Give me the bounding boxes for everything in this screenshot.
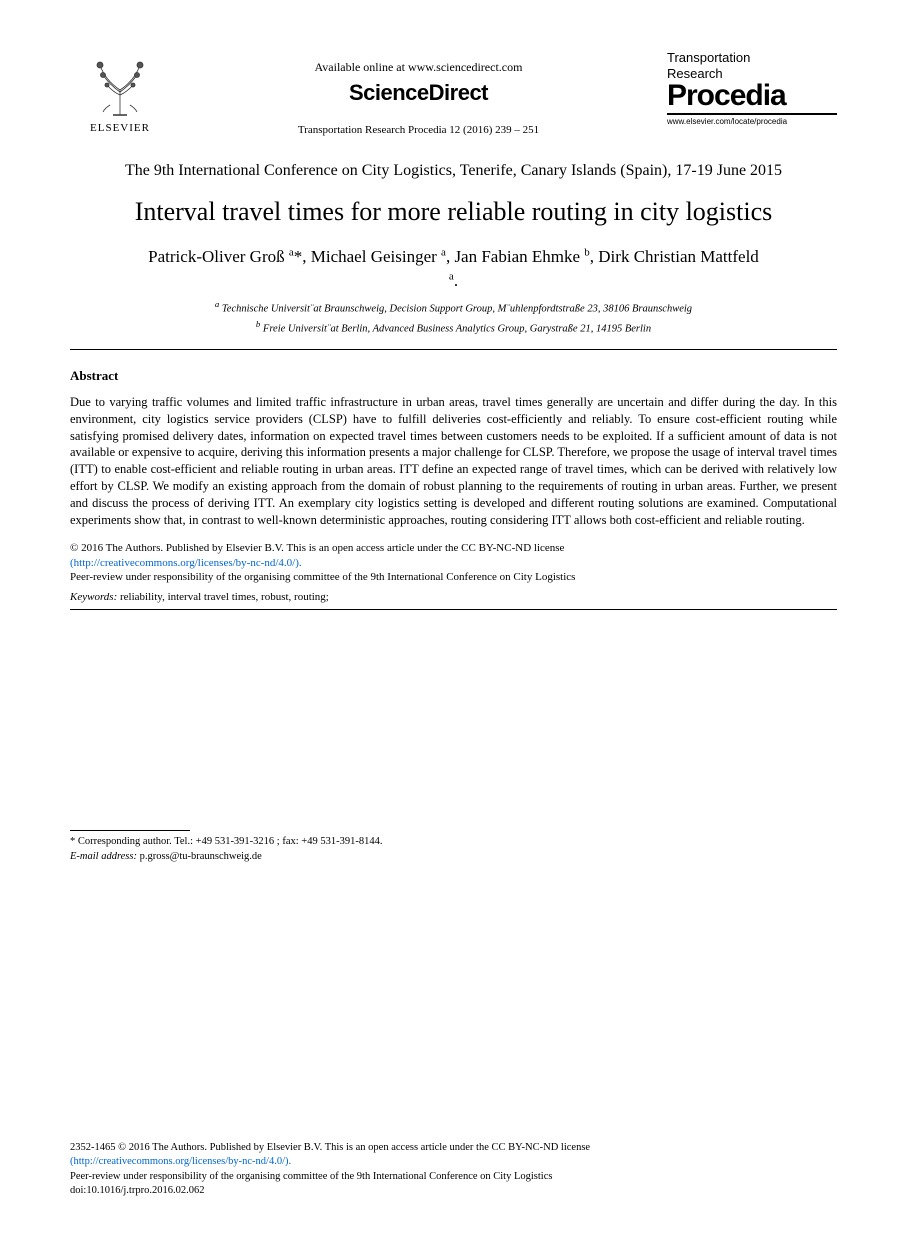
license-link[interactable]: (http://creativecommons.org/licenses/by-… xyxy=(70,557,302,569)
elsevier-label: ELSEVIER xyxy=(90,122,150,134)
affiliations: a Technische Universit¨at Braunschweig, … xyxy=(70,298,837,336)
center-header: Available online at www.sciencedirect.co… xyxy=(170,50,667,136)
affiliation-b: b Freie Universit¨at Berlin, Advanced Bu… xyxy=(70,318,837,337)
footer-license-link[interactable]: (http://creativecommons.org/licenses/by-… xyxy=(70,1156,291,1167)
footer-issn-line: 2352-1465 © 2016 The Authors. Published … xyxy=(70,1142,590,1153)
page-footer: 2352-1465 © 2016 The Authors. Published … xyxy=(70,1141,837,1198)
footnote-block: * Corresponding author. Tel.: +49 531-39… xyxy=(70,835,837,864)
email-label: E-mail address: xyxy=(70,851,137,862)
authors-line: Patrick-Oliver Groß a*, Michael Geisinge… xyxy=(70,245,837,293)
peer-review-line: Peer-review under responsibility of the … xyxy=(70,571,575,583)
affiliation-a-text: Technische Universit¨at Braunschweig, De… xyxy=(222,304,692,315)
footer-peer-line: Peer-review under responsibility of the … xyxy=(70,1171,552,1182)
keywords-label: Keywords: xyxy=(70,591,117,603)
copyright-block: © 2016 The Authors. Published by Elsevie… xyxy=(70,541,837,586)
email-address: p.gross@tu-braunschweig.de xyxy=(137,851,262,862)
paper-title: Interval travel times for more reliable … xyxy=(70,197,837,227)
journal-reference: Transportation Research Procedia 12 (201… xyxy=(170,124,667,136)
keywords-line: Keywords: reliability, interval travel t… xyxy=(70,591,837,603)
paper-header: ELSEVIER Available online at www.science… xyxy=(70,50,837,136)
sciencedirect-brand: ScienceDirect xyxy=(170,80,667,106)
keywords-text: reliability, interval travel times, robu… xyxy=(117,591,329,603)
procedia-url: www.elsevier.com/locate/procedia xyxy=(667,117,837,126)
author-3: , Jan Fabian Ehmke xyxy=(446,247,580,266)
author-4: , Dirk Christian Mattfeld xyxy=(590,247,759,266)
footnote-separator xyxy=(70,830,190,831)
rule-below-keywords xyxy=(70,609,837,610)
rule-above-abstract xyxy=(70,349,837,350)
copyright-line1: © 2016 The Authors. Published by Elsevie… xyxy=(70,542,564,554)
author-1-corr-mark: * xyxy=(294,247,303,266)
procedia-main: Procedia xyxy=(667,81,837,115)
corresponding-author: * Corresponding author. Tel.: +49 531-39… xyxy=(70,835,837,850)
authors-trailing: . xyxy=(454,271,458,290)
abstract-body: Due to varying traffic volumes and limit… xyxy=(70,394,837,529)
available-online-text: Available online at www.sciencedirect.co… xyxy=(170,60,667,75)
affiliation-b-text: Freie Universit¨at Berlin, Advanced Busi… xyxy=(263,323,651,334)
abstract-heading: Abstract xyxy=(70,368,837,384)
procedia-line1: Transportation xyxy=(667,50,837,66)
procedia-logo-block: Transportation Research Procedia www.els… xyxy=(667,50,837,126)
footer-doi: doi:10.1016/j.trpro.2016.02.062 xyxy=(70,1185,204,1196)
author-1: Patrick-Oliver Groß xyxy=(148,247,284,266)
author-2: , Michael Geisinger xyxy=(302,247,437,266)
conference-line: The 9th International Conference on City… xyxy=(70,161,837,182)
elsevier-tree-icon xyxy=(85,50,155,120)
email-line: E-mail address: p.gross@tu-braunschweig.… xyxy=(70,850,837,865)
affiliation-a: a Technische Universit¨at Braunschweig, … xyxy=(70,298,837,317)
elsevier-logo-block: ELSEVIER xyxy=(70,50,170,134)
